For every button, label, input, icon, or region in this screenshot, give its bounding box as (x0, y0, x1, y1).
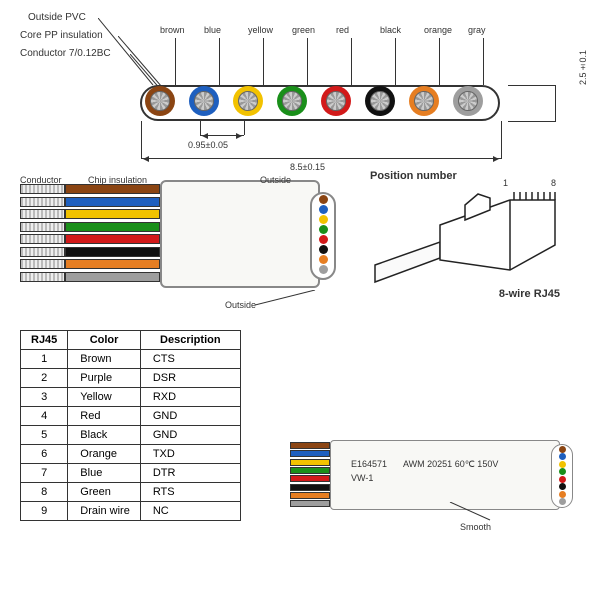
leader-wire-0 (175, 38, 176, 85)
dim-ext1 (508, 85, 556, 86)
height-dim: 2.5±0.1 (578, 50, 588, 85)
mini-wire (319, 205, 328, 214)
marking-code: E164571 (351, 459, 387, 469)
cable-body-marked: E164571 AWM 20251 60℃ 150V VW-1 (330, 440, 560, 510)
cable-body (160, 180, 320, 288)
mini-wire (559, 498, 566, 505)
pitch-ext2 (244, 121, 245, 135)
pitch-ext1 (200, 121, 201, 135)
wire-black (365, 86, 395, 116)
table-row: 5BlackGND (21, 426, 241, 445)
width-ext1 (141, 121, 142, 159)
outside-label-2: Outside (225, 300, 256, 310)
bottom-wire (290, 459, 330, 466)
bottom-wire (290, 484, 330, 491)
pin-1-label: 1 (503, 178, 508, 188)
table-row: 7BlueDTR (21, 464, 241, 483)
outside-label-1: Outside (260, 175, 291, 185)
col-rj45: RJ45 (21, 331, 68, 350)
table-row: 2PurpleDSR (21, 369, 241, 388)
mini-wire (559, 468, 566, 475)
mini-wire (559, 476, 566, 483)
pin-8-label: 8 (551, 178, 556, 188)
bottom-wire (290, 492, 330, 499)
rj45-connector-icon (370, 170, 570, 300)
wire-yellow (233, 86, 263, 116)
width-ext2 (501, 121, 502, 159)
pp-insulation-label: Core PP insulation (20, 30, 103, 41)
leader-wire-1 (219, 38, 220, 85)
color-label-yellow: yellow (248, 25, 286, 35)
dim-width-line (141, 158, 501, 159)
conductor-label: Conductor 7/0.12BC (20, 48, 111, 59)
bottom-wire (290, 500, 330, 507)
table-row: 6OrangeTXD (21, 445, 241, 464)
leader-smooth (440, 502, 500, 522)
marking-awm: AWM 20251 60℃ 150V (403, 459, 498, 470)
bottom-wire (290, 450, 330, 457)
bottom-wire (290, 442, 330, 449)
col-desc: Description (140, 331, 240, 350)
dim-pitch-line (200, 135, 244, 136)
mini-wire (319, 235, 328, 244)
pinout-table: RJ45 Color Description 1BrownCTS2PurpleD… (20, 330, 241, 521)
color-label-red: red (336, 25, 374, 35)
mini-wire (319, 255, 328, 264)
bottom-wire (290, 475, 330, 482)
mini-wire (559, 483, 566, 490)
col-color: Color (68, 331, 141, 350)
table-row: 4RedGND (21, 407, 241, 426)
mini-wire (319, 225, 328, 234)
mini-wire (559, 491, 566, 498)
wire-green (277, 86, 307, 116)
leader-wire-6 (439, 38, 440, 85)
leader-outside2 (255, 290, 325, 310)
bottom-wire (290, 467, 330, 474)
dim-height-line (555, 85, 556, 121)
cable-end-small (551, 444, 573, 508)
table-row: 9Drain wireNC (21, 502, 241, 521)
table-row: 1BrownCTS (21, 350, 241, 369)
leader-wire-7 (483, 38, 484, 85)
wire-brown (145, 86, 175, 116)
mid-conductor-label: Conductor (20, 175, 62, 185)
leader-wire-4 (351, 38, 352, 85)
rj45-diagram: Position number 1 8 8-wire RJ45 (370, 170, 570, 300)
leader-outside1 (260, 185, 290, 195)
cross-section-diagram (120, 30, 580, 130)
mini-wire (319, 245, 328, 254)
table-row: 8GreenRTS (21, 483, 241, 502)
mini-wire (559, 453, 566, 460)
color-label-blue: blue (204, 25, 242, 35)
leader-wire-2 (263, 38, 264, 85)
color-label-gray: gray (468, 25, 506, 35)
mini-wire (559, 461, 566, 468)
cable-end-circle (310, 192, 336, 280)
smooth-label: Smooth (460, 522, 491, 532)
color-label-green: green (292, 25, 330, 35)
wire-color-labels: brown blue yellow green red black orange gray (160, 25, 506, 35)
wire-gray (453, 86, 483, 116)
color-label-black: black (380, 25, 418, 35)
wire-blue (189, 86, 219, 116)
leader-wire-5 (395, 38, 396, 85)
outside-pvc-label: Outside PVC (28, 12, 86, 23)
rj45-caption: 8-wire RJ45 (499, 288, 560, 300)
wire-orange (409, 86, 439, 116)
dim-ext2 (508, 121, 556, 122)
mini-wire (559, 446, 566, 453)
table-row: 3YellowRXD (21, 388, 241, 407)
mini-wire (319, 215, 328, 224)
mini-wire (319, 195, 328, 204)
mini-wire (319, 265, 328, 274)
pitch-dim: 0.95±0.05 (188, 140, 228, 150)
cable-marking-view: E164571 AWM 20251 60℃ 150V VW-1 Smooth (290, 420, 580, 530)
color-label-brown: brown (160, 25, 198, 35)
leader-wire-3 (307, 38, 308, 85)
position-number-title: Position number (370, 170, 457, 182)
marking-vw: VW-1 (351, 473, 373, 483)
color-label-orange: orange (424, 25, 462, 35)
wire-red (321, 86, 351, 116)
chip-insulation-label: Chip insulation (88, 175, 147, 185)
